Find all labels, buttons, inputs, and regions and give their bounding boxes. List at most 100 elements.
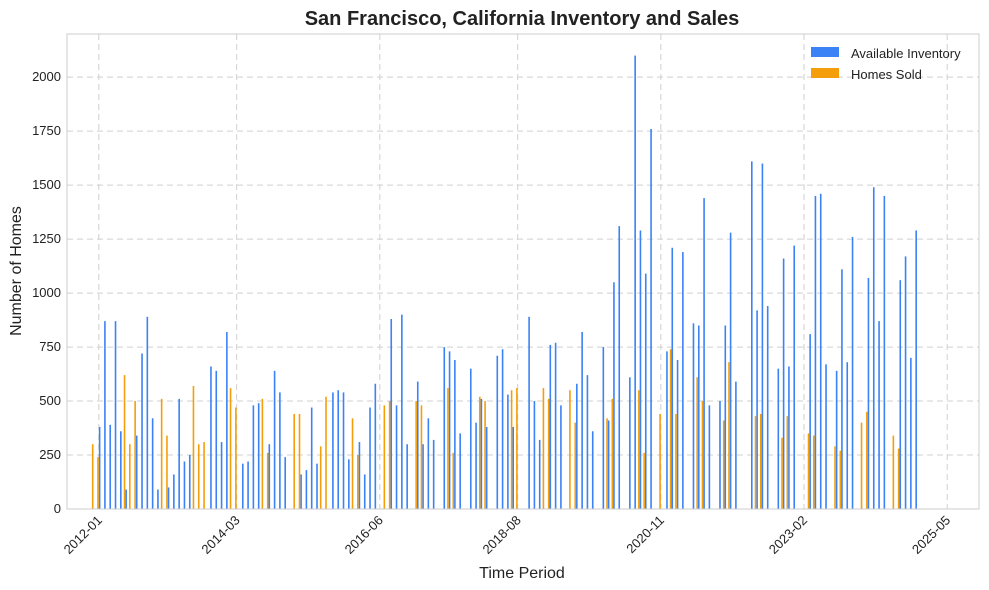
inventory-bar <box>279 392 281 509</box>
homes-sold-bar <box>606 418 608 509</box>
homes-sold-bar <box>813 435 815 509</box>
inventory-bar <box>782 258 785 509</box>
inventory-bar <box>332 392 334 509</box>
inventory-bar <box>141 353 143 509</box>
inventory-bar <box>819 193 822 510</box>
inventory-bar <box>98 426 101 509</box>
inventory-bar <box>300 474 302 509</box>
homes-sold-bar <box>197 444 200 509</box>
homes-sold-bar <box>123 375 126 509</box>
y-tick-label: 750 <box>39 339 61 354</box>
x-tick-label: 2023-02 <box>766 513 810 557</box>
inventory-bar <box>252 405 255 509</box>
inventory-bar <box>634 55 636 509</box>
inventory-bar <box>432 439 435 509</box>
inventory-bar <box>639 230 642 509</box>
inventory-bar <box>872 187 875 509</box>
inventory-bar <box>109 424 112 509</box>
legend-label-inventory: Available Inventory <box>851 46 961 61</box>
homes-sold-bar <box>160 398 163 509</box>
inventory-bar <box>528 316 530 509</box>
inventory-bar <box>501 349 504 509</box>
homes-sold-bar <box>547 398 550 509</box>
legend-swatch-inventory <box>811 47 839 57</box>
inventory-bar <box>210 366 212 509</box>
inventory-bar <box>173 474 175 509</box>
inventory-bar <box>682 252 684 509</box>
homes-sold-bar <box>754 416 757 509</box>
inventory-bar <box>363 474 366 509</box>
inventory-bar <box>183 461 186 509</box>
bars-group <box>91 55 917 510</box>
homes-sold-bar <box>574 422 577 509</box>
homes-sold-bar <box>235 407 237 509</box>
homes-sold-bar <box>484 401 486 509</box>
x-tick-label: 2020-11 <box>623 513 667 557</box>
homes-sold-bar <box>696 377 698 509</box>
inventory-bar <box>348 459 350 509</box>
homes-sold-bar <box>807 433 810 509</box>
homes-sold-bar <box>866 411 868 509</box>
inventory-bar <box>422 444 424 509</box>
inventory-bar <box>697 325 700 509</box>
homes-sold-bar <box>897 448 900 509</box>
inventory-bar <box>512 426 514 509</box>
inventory-bar <box>268 444 271 509</box>
homes-sold-bar <box>203 442 205 509</box>
inventory-bar <box>729 232 732 510</box>
homes-sold-bar <box>542 388 545 509</box>
y-tick-label: 500 <box>39 393 61 408</box>
inventory-bar <box>146 316 149 509</box>
inventory-bar <box>247 461 249 509</box>
inventory-bar <box>538 439 541 509</box>
inventory-bar <box>443 347 446 509</box>
homes-sold-bar <box>388 401 391 509</box>
homes-sold-bar <box>298 414 301 509</box>
inventory-bar <box>120 431 122 509</box>
x-tick-label: 2012-01 <box>61 513 105 557</box>
homes-sold-bar <box>516 388 518 509</box>
homes-sold-bar <box>611 398 614 509</box>
inventory-bar <box>157 489 159 509</box>
inventory-bar <box>167 487 170 509</box>
inventory-bar <box>766 306 769 509</box>
homes-sold-bar <box>786 416 789 509</box>
inventory-bar <box>406 444 408 509</box>
homes-sold-bar <box>675 414 677 509</box>
x-tick-label: 2018-08 <box>479 513 523 557</box>
homes-sold-bar <box>781 437 783 509</box>
inventory-bar <box>851 236 854 510</box>
y-tick-label: 1750 <box>32 123 61 138</box>
homes-sold-bar <box>701 401 704 509</box>
inventory-bar <box>284 457 286 509</box>
inventory-bar <box>841 269 843 509</box>
inventory-bar <box>591 431 594 509</box>
inventory-bar <box>273 370 276 509</box>
inventory-bar <box>883 195 886 509</box>
inventory-bar <box>188 455 191 509</box>
y-tick-label: 0 <box>54 501 61 516</box>
inventory-bar <box>708 405 711 509</box>
series-0-bars <box>98 55 917 510</box>
inventory-bar <box>427 418 430 509</box>
inventory-bar <box>910 357 912 509</box>
legend: Available Inventory Homes Sold <box>811 46 961 82</box>
homes-sold-bar <box>97 457 99 509</box>
inventory-bar <box>719 401 721 509</box>
inventory-bar <box>846 362 849 509</box>
x-tick-label: 2025-05 <box>909 513 953 557</box>
inventory-bar <box>337 390 340 509</box>
inventory-bar <box>825 364 827 509</box>
homes-sold-bar <box>129 444 131 509</box>
inventory-bar <box>416 381 419 509</box>
homes-sold-bar <box>760 414 762 509</box>
homes-sold-bar <box>569 390 571 509</box>
inventory-bar <box>215 370 218 509</box>
inventory-bar <box>835 370 838 509</box>
inventory-bar <box>751 161 753 510</box>
homes-sold-bar <box>166 435 168 509</box>
inventory-bar <box>554 342 557 509</box>
inventory-bar <box>241 463 244 509</box>
homes-sold-bar <box>478 396 481 509</box>
